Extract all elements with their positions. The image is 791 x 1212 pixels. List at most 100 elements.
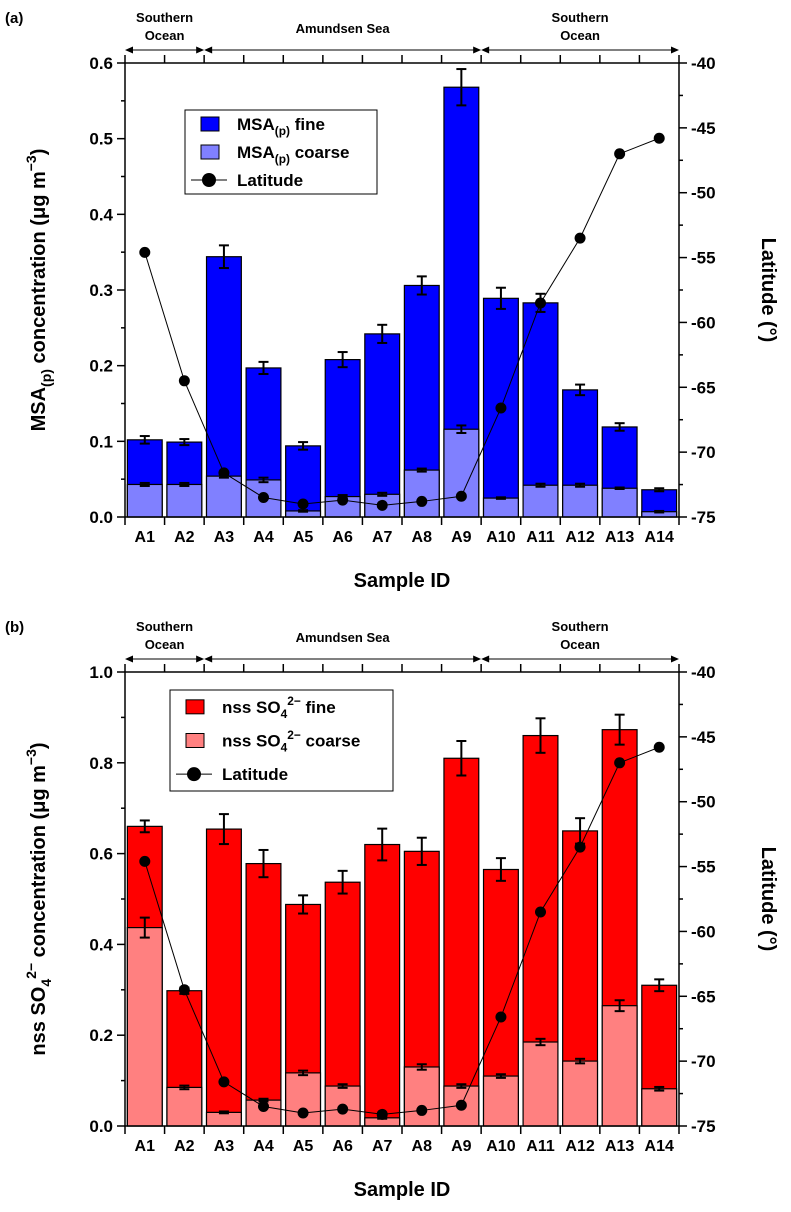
latitude-point (455, 1099, 467, 1111)
y2-tick-label: -45 (691, 728, 716, 747)
error-bar-fine (614, 713, 625, 746)
y2-tick-label: -75 (691, 508, 716, 527)
x-axis-label: Sample ID (354, 570, 451, 592)
arrow-right-icon (671, 655, 679, 663)
bar-coarse (522, 1041, 559, 1127)
label-part: concentration (μg m (28, 765, 50, 963)
legend-label: Latitude (237, 171, 303, 190)
label-part: −3 (23, 749, 39, 765)
latitude-point (258, 1101, 269, 1113)
error-bar-coarse (575, 1057, 586, 1065)
arrow-right-icon (196, 46, 205, 54)
arrow-right-icon (196, 655, 205, 663)
y-tick-label: 1.0 (89, 663, 113, 682)
label-part: ) (28, 149, 50, 156)
y-tick-label: 0.6 (89, 54, 113, 73)
latitude-point (495, 1011, 507, 1023)
y2-tick-label: -60 (691, 922, 716, 941)
error-bar-fine (139, 435, 150, 445)
legend-swatch (200, 116, 220, 132)
error-bar-fine (298, 441, 309, 451)
region-label: Amundsen Sea (296, 21, 391, 36)
label-part: −3 (23, 155, 39, 171)
y-tick-label: 0.8 (89, 754, 113, 773)
bar-coarse (126, 483, 163, 518)
error-bar-coarse (614, 999, 625, 1013)
error-bar-coarse (654, 509, 665, 514)
latitude-point (258, 492, 269, 504)
arrow-left-icon (204, 46, 213, 54)
label-part: fine (301, 698, 336, 717)
x-tick-label: A12 (565, 529, 594, 546)
arrow-right-icon (473, 655, 482, 663)
x-tick-label: A2 (174, 529, 195, 546)
latitude-point (455, 490, 467, 502)
bar-coarse (562, 484, 599, 518)
latitude-point (416, 495, 428, 507)
panel-label: (a) (5, 10, 23, 27)
arrow-left-icon (204, 655, 213, 663)
error-bar-coarse (614, 486, 625, 491)
error-bar-coarse (575, 482, 586, 488)
y2-tick-label: -40 (691, 663, 716, 682)
latitude-point (376, 1108, 388, 1120)
y-tick-label: 0.6 (89, 845, 113, 864)
error-bar-coarse (654, 1085, 665, 1092)
panel-b: (b) Southern Ocean Amundsen Sea Southern Ocea… (5, 619, 779, 1201)
arrow-left-icon (481, 655, 490, 663)
x-tick-label: A10 (486, 1138, 515, 1155)
error-bar-coarse (495, 1073, 506, 1079)
label-part: coarse (290, 143, 350, 162)
x-tick-label: A2 (174, 1138, 195, 1155)
x-tick-label: A7 (372, 1138, 393, 1155)
latitude-point (614, 757, 626, 769)
latitude-point (614, 148, 626, 160)
latitude-point (574, 232, 586, 244)
x-tick-label: A13 (605, 1138, 634, 1155)
arrow-left-icon (125, 46, 133, 54)
latitude-point (139, 855, 151, 867)
bar-coarse (166, 1086, 203, 1127)
legend-label: MSA(p) coarse (237, 143, 350, 166)
label-part: MSA (28, 387, 50, 431)
latitude-point (139, 246, 151, 258)
latitude-point (535, 906, 546, 918)
error-bar-fine (456, 68, 467, 107)
x-tick-label: A14 (645, 529, 674, 546)
latitude-line (144, 137, 660, 506)
bar-coarse (601, 487, 638, 518)
latitude-point (495, 402, 507, 414)
y-tick-label: 0.4 (89, 935, 113, 954)
latitude-point (376, 499, 388, 511)
arrow-right-icon (671, 46, 679, 54)
error-bar-coarse (139, 481, 150, 487)
panel-a: (a) Southern Ocean Amundsen Sea Southern Ocea… (5, 10, 779, 592)
label-part: MSA (237, 115, 275, 134)
x-tick-label: A8 (412, 529, 433, 546)
label-part: coarse (301, 732, 361, 751)
y2-tick-label: -65 (691, 987, 716, 1006)
label-part: 2− (287, 728, 301, 742)
region-label: Ocean (560, 28, 600, 43)
latitude-point (297, 1107, 309, 1119)
latitude-point (653, 741, 665, 753)
label-part: Latitude (237, 171, 303, 190)
region-label: Southern (552, 10, 609, 25)
bar-fine (443, 757, 480, 1127)
latitude-line (144, 746, 660, 1115)
error-bar-coarse (337, 1083, 348, 1089)
error-bar-coarse (416, 1063, 427, 1071)
region-label: Amundsen Sea (296, 630, 391, 645)
arrow-left-icon (125, 655, 133, 663)
y2-tick-label: -45 (691, 119, 716, 138)
error-bar-fine (258, 848, 269, 879)
error-bar-coarse (298, 1069, 309, 1077)
bar-fine (364, 333, 401, 518)
region-label: Ocean (145, 28, 185, 43)
region-label: Ocean (145, 637, 185, 652)
y2-tick-label: -60 (691, 313, 716, 332)
y2-axis-label: Latitude (°) (757, 847, 779, 952)
region-label: Southern (552, 619, 609, 634)
label-part: MSA (237, 143, 275, 162)
